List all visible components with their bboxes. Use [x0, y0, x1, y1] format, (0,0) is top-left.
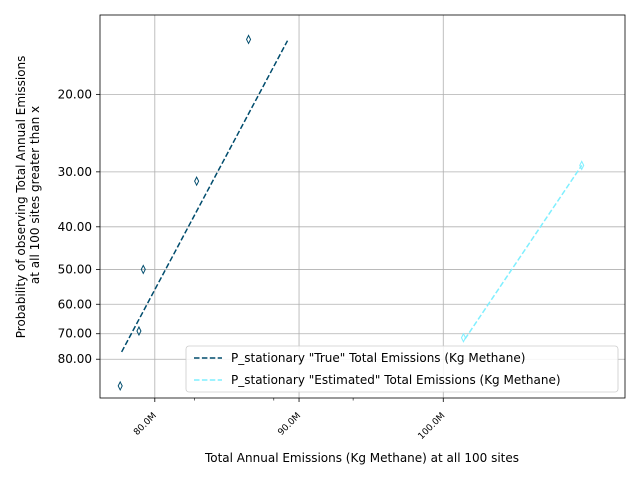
- y-axis-title: Probability of observing Total Annual Em…: [14, 52, 42, 338]
- legend-entry: P_stationary "True" Total Emissions (Kg …: [231, 351, 525, 365]
- series-layer: [117, 34, 585, 392]
- series-marker: [245, 34, 252, 45]
- y-axis-title-line-1: Probability of observing Total Annual Em…: [14, 56, 28, 339]
- y-tick-label: 40.00: [58, 220, 92, 234]
- series-marker: [194, 176, 200, 187]
- series-2: [460, 160, 585, 343]
- x-tick-label: 80.0M: [132, 411, 159, 438]
- legend-box: [185, 345, 619, 393]
- y-tick-label: 30.00: [58, 165, 92, 179]
- y-tick-label: 60.00: [58, 297, 92, 311]
- series-marker: [117, 380, 123, 392]
- legend: P_stationary "True" Total Emissions (Kg …: [185, 345, 619, 393]
- legend-entry: P_stationary "Estimated" Total Emissions…: [231, 373, 561, 387]
- series-marker: [460, 332, 467, 343]
- x-tick-label: 90.0M: [276, 411, 303, 438]
- series-line: [120, 40, 289, 353]
- x-tick-label: 100.0M: [417, 411, 448, 442]
- plot-frame: [99, 14, 626, 399]
- x-axis-title: Total Annual Emissions (Kg Methane) at a…: [204, 451, 519, 465]
- y-tick-label: 20.00: [58, 87, 92, 101]
- series-marker: [579, 160, 585, 171]
- y-tick-label: 50.00: [58, 262, 92, 276]
- series-marker: [140, 264, 146, 275]
- y-tick-label: 80.00: [58, 352, 92, 366]
- y-axis-title-line-2: at all 100 sites greater than x: [28, 106, 42, 284]
- y-tick-label: 70.00: [58, 327, 92, 341]
- series-1: [117, 34, 289, 392]
- series-marker: [136, 325, 142, 337]
- series-line: [464, 164, 583, 340]
- axes: [96, 14, 626, 402]
- grid: [100, 15, 625, 398]
